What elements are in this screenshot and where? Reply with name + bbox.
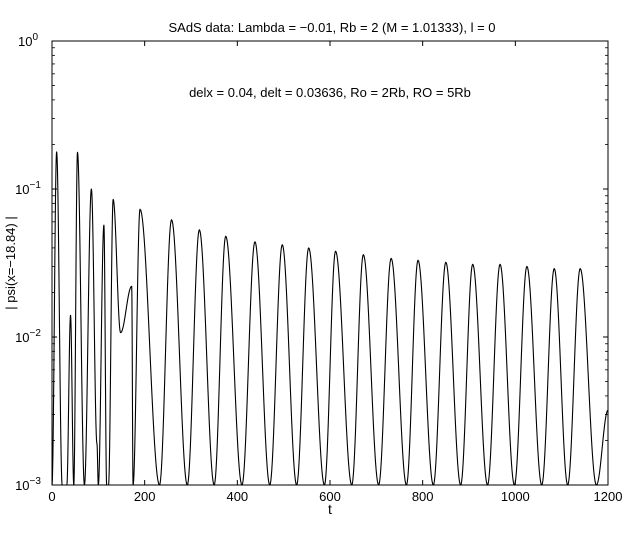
x-tick-label: 800: [412, 489, 434, 504]
x-axis-label: t: [328, 501, 332, 517]
chart-title: SAdS data: Lambda = −0.01, Rb = 2 (M = 1…: [168, 20, 495, 35]
series-line: [51, 151, 609, 486]
x-tick-label: 600: [319, 489, 341, 504]
x-tick-label: 1200: [594, 489, 623, 504]
x-tick-label: 200: [134, 489, 156, 504]
x-tick-label: 400: [226, 489, 248, 504]
chart-annotation: delx = 0.04, delt = 0.03636, Ro = 2Rb, R…: [189, 85, 471, 100]
x-tick-label: 1000: [501, 489, 530, 504]
y-axis-label: | psi(x=−18.84) |: [3, 216, 18, 309]
x-tick-label: 0: [48, 489, 55, 504]
data-layer: [51, 151, 609, 486]
